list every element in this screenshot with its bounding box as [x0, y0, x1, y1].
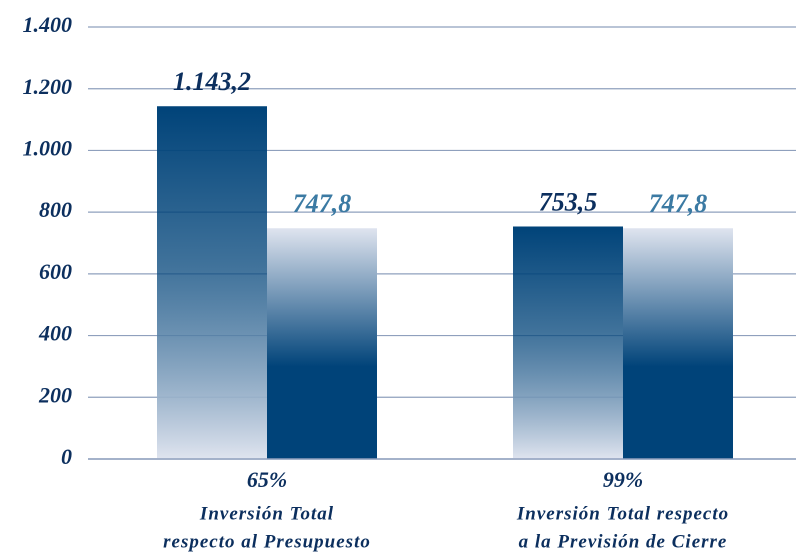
y-tick-label: 200: [38, 382, 72, 407]
category-annotation: 65%: [247, 467, 287, 492]
bar: [623, 228, 733, 459]
bar: [157, 106, 267, 459]
y-tick-label: 1.000: [23, 135, 73, 160]
value-label: 747,8: [649, 189, 708, 218]
bar: [267, 228, 377, 459]
y-tick-label: 600: [39, 259, 72, 284]
y-tick-label: 400: [38, 321, 72, 346]
x-tick-label: Inversión Total: [199, 503, 334, 524]
value-label: 753,5: [539, 187, 598, 216]
y-tick-label: 1.200: [23, 74, 73, 99]
bar: [513, 226, 623, 459]
y-tick-label: 1.400: [23, 12, 73, 37]
y-tick-label: 800: [39, 197, 72, 222]
value-label: 1.143,2: [173, 67, 251, 96]
y-tick-label: 0: [61, 444, 72, 469]
x-tick-label: a la Previsión de Cierre: [519, 531, 728, 552]
x-tick-label: Inversión Total respecto: [516, 503, 729, 524]
value-label: 747,8: [293, 189, 352, 218]
x-tick-label: respecto al Presupuesto: [163, 531, 371, 552]
category-annotation: 99%: [603, 467, 643, 492]
